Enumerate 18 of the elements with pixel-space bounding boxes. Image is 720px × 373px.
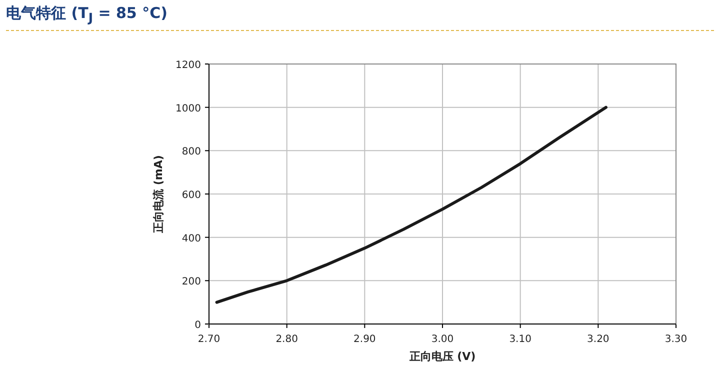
x-tick-label: 2.70 (198, 334, 220, 345)
x-tick-label: 2.90 (354, 334, 376, 345)
text: 电气特征 (T$_{J}$ = 85 °C) (6, 4, 714, 31)
y-tick-label: 400 (182, 233, 201, 244)
x-tick-label: 3.00 (431, 334, 454, 345)
x-tick-label: 3.20 (587, 334, 610, 345)
y-tick-label: 200 (182, 276, 201, 288)
x-tick-label: 2.80 (276, 334, 298, 345)
y-tick-label: 600 (182, 190, 201, 201)
x-tick-label: 3.30 (664, 334, 688, 345)
y-axis-title: 正向电流 (mA) (152, 155, 165, 234)
x-tick-label: 3.10 (509, 334, 532, 345)
y-tick-label: 1200 (176, 60, 201, 71)
y-tick-label: 1000 (176, 103, 201, 114)
x-axis-title: 正向电压 (V) (408, 350, 476, 363)
y-tick-label: 0 (194, 320, 201, 331)
y-tick-label: 800 (182, 146, 201, 158)
line-series (215, 106, 608, 304)
